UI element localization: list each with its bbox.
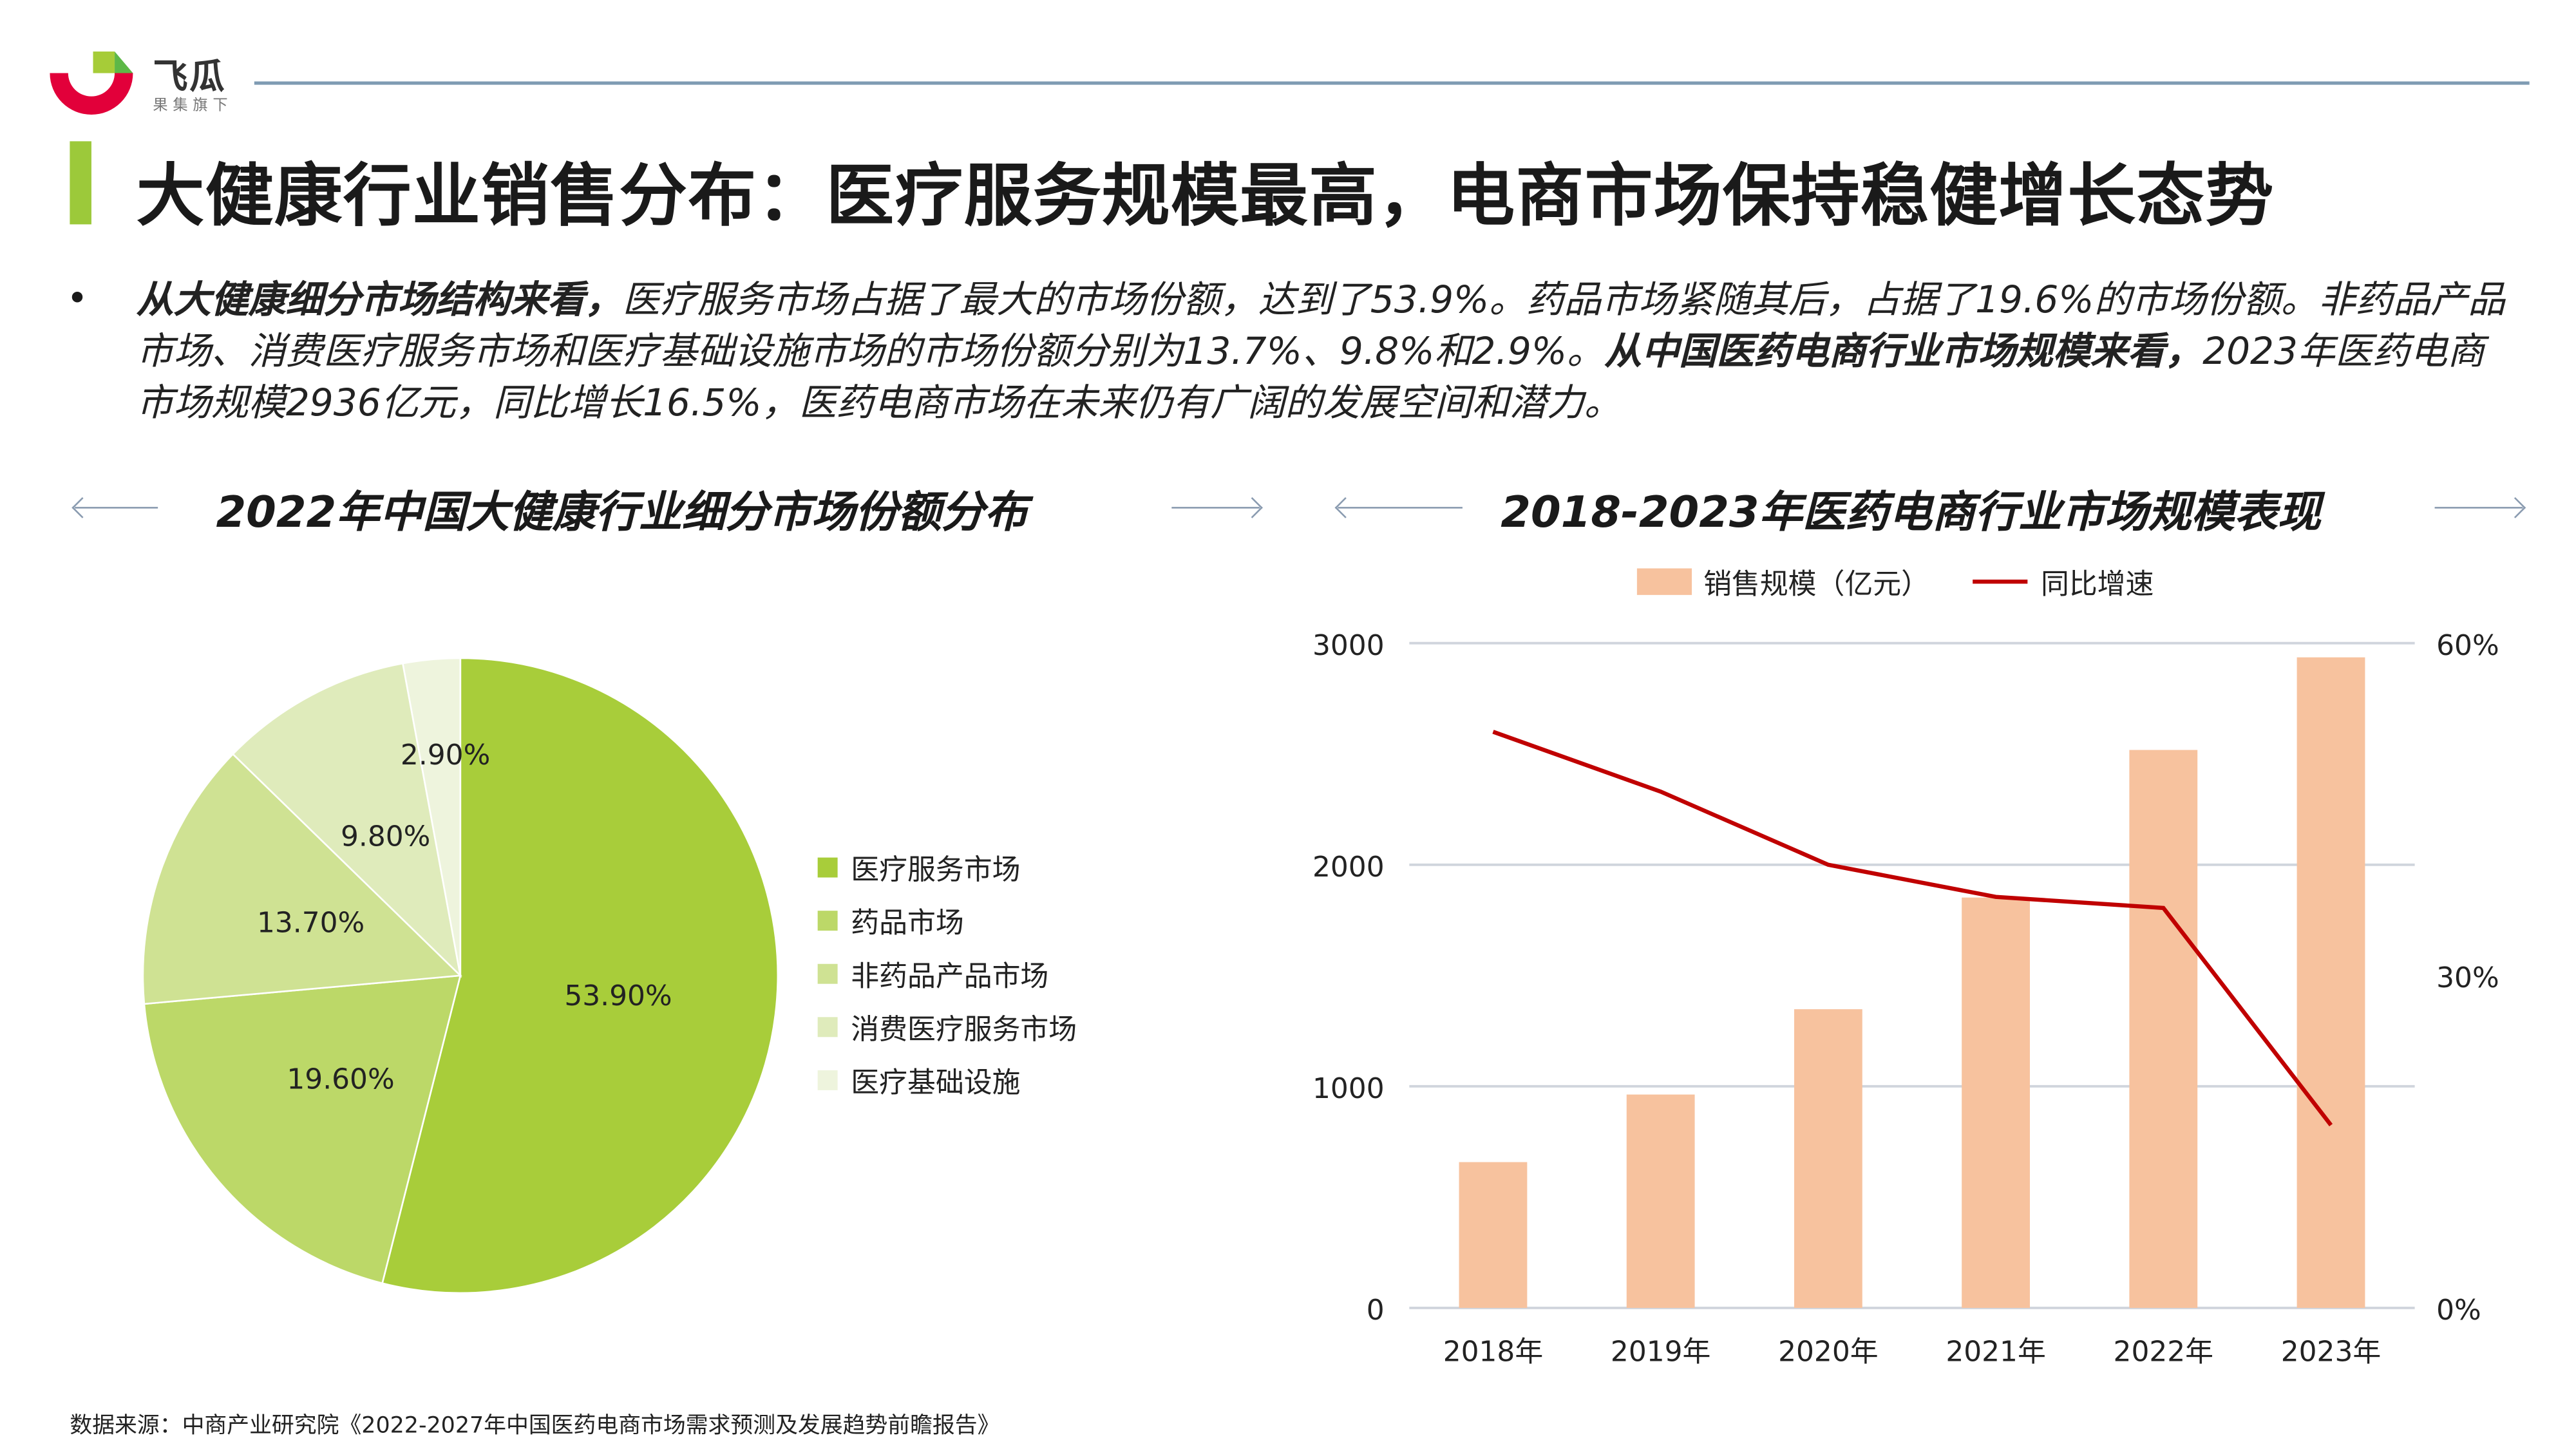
bar-chart-title: 2018-2023年医药电商行业市场规模表现 (1501, 488, 2321, 539)
para-text-1: 医疗服务市场占据了最大的市场份额，达到了53.9%。药品市场紧随其后，占据了19… (136, 279, 2506, 374)
legend-swatch (817, 1017, 838, 1037)
x-tick-label: 2022年 (2114, 1336, 2213, 1368)
arrow-left-icon (1338, 507, 1463, 509)
para-bold-2: 从中国医药电商行业市场规模来看， (1604, 330, 2203, 374)
x-tick-label: 2021年 (1946, 1336, 2045, 1368)
pie-slice (143, 974, 462, 1285)
growth-line (1492, 730, 2333, 1127)
pie-chart-title: 2022年中国大健康行业细分市场份额分布 (216, 488, 1028, 539)
y-tick-label: 0 (1367, 1294, 1385, 1327)
legend-swatch (817, 911, 838, 931)
y2-tick-label: 60% (2436, 629, 2499, 662)
para-bold-1: 从大健康细分市场结构来看， (136, 279, 623, 323)
title-accent-bar (70, 141, 91, 225)
pie-slice-label: 2.90% (401, 739, 490, 772)
x-tick-label: 2020年 (1778, 1336, 1878, 1368)
x-tick-label: 2023年 (2281, 1336, 2381, 1368)
arrow-right-icon (2434, 507, 2523, 509)
bar (1459, 1162, 1528, 1308)
bar (1794, 1009, 1862, 1308)
logo-subtitle: 果集旗下 (153, 98, 233, 115)
bar (1626, 1094, 1695, 1308)
bullet: • (66, 279, 88, 321)
y-tick-label: 2000 (1312, 851, 1385, 884)
x-tick-label: 2019年 (1611, 1336, 1710, 1368)
legend-label: 非药品产品市场 (851, 960, 1048, 992)
legend-label: 销售规模（亿元） (1703, 567, 1929, 600)
legend-label: 消费医疗服务市场 (851, 1013, 1077, 1046)
summary-paragraph: 从大健康细分市场结构来看，医疗服务市场占据了最大的市场份额，达到了53.9%。药… (137, 276, 2513, 430)
pie-slice (142, 753, 462, 1005)
legend-label: 同比增速 (2041, 567, 2154, 600)
page-title: 大健康行业销售分布：医疗服务规模最高，电商市场保持稳健增长态势 (136, 156, 2275, 236)
y-tick-label: 3000 (1312, 629, 1385, 662)
pie-slice (401, 657, 462, 976)
pie-slice-label: 13.70% (257, 907, 365, 940)
legend-swatch-bar (1636, 568, 1692, 595)
arrow-left-icon (75, 507, 158, 509)
pie-slice (231, 662, 462, 978)
pie-slice (381, 657, 779, 1294)
pie-slice-label: 19.60% (287, 1063, 394, 1095)
y2-tick-label: 30% (2436, 961, 2499, 994)
bar (2129, 750, 2198, 1308)
pie-chart: 53.90% 医疗服务市场 19.60% 药品市场 13.70% 非药品产品市场 9.80%… (142, 657, 1077, 1294)
pie-slice-label: 9.80% (341, 820, 430, 853)
x-tick-label: 2018年 (1443, 1336, 1543, 1368)
pie-slice-label: 53.90% (564, 980, 672, 1012)
bar (1962, 897, 2030, 1308)
header-divider (254, 81, 2530, 85)
legend-label: 药品市场 (851, 907, 963, 940)
legend-swatch (817, 963, 838, 984)
legend-label: 医疗基础设施 (851, 1066, 1020, 1099)
legend-label: 医疗服务市场 (851, 853, 1020, 886)
bar-line-chart: 0 1000 2000 3000 0% 30% 60% 2018年 2019年 2020年 2021… (1312, 567, 2499, 1368)
logo-brand: 飞瓜 (153, 56, 226, 97)
legend-swatch (817, 1070, 838, 1090)
y2-tick-label: 0% (2436, 1294, 2481, 1327)
data-source: 数据来源：中商产业研究院《2022-2027年中国医药电商市场需求预测及发展趋势… (70, 1412, 1000, 1439)
bar (2297, 657, 2365, 1308)
y-tick-label: 1000 (1312, 1072, 1385, 1105)
para-text-2: 2023年医药电商市场规模2936亿元，同比增长16.5%，医药电商市场在未来仍… (136, 330, 2485, 426)
legend-swatch (817, 857, 838, 878)
logo-icon (50, 51, 133, 115)
arrow-right-icon (1171, 507, 1260, 509)
